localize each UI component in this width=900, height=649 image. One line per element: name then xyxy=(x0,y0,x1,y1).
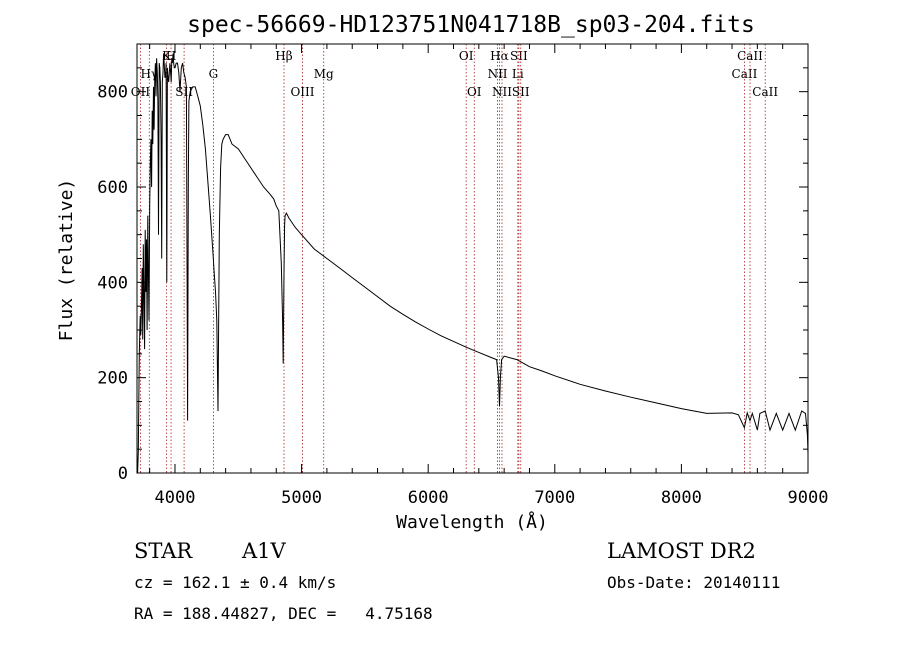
line-marker-label: NII xyxy=(492,85,512,99)
line-marker-label: SII xyxy=(512,85,530,99)
survey-name: LAMOST DR2 xyxy=(607,539,756,563)
y-tick-label: 800 xyxy=(97,83,128,103)
line-marker-label: Hγ xyxy=(140,67,158,81)
x-axis-label: Wavelength (Å) xyxy=(396,511,548,533)
object-subclass: A1V xyxy=(241,539,287,563)
chart-title: spec-56669-HD123751N041718B_sp03-204.fit… xyxy=(187,12,755,38)
x-tick-label: 8000 xyxy=(661,488,702,508)
y-tick-label: 0 xyxy=(118,464,128,484)
y-axis: 0 200 400 600 800 xyxy=(97,67,808,484)
line-marker-label: Hβ xyxy=(275,49,292,63)
line-marker-label: CaII xyxy=(737,49,763,63)
line-marker-label: K xyxy=(162,49,172,63)
line-marker-label: OI xyxy=(467,85,482,99)
line-marker-label: SII xyxy=(510,49,528,63)
obs-date: Obs-Date: 20140111 xyxy=(607,573,780,592)
line-marker-label: Hα xyxy=(490,49,509,63)
line-marker-label: H xyxy=(166,49,176,63)
redshift-cz: cz = 162.1 ± 0.4 km/s xyxy=(134,573,336,592)
line-marker-label: Li xyxy=(512,67,524,81)
y-axis-label: Flux (relative) xyxy=(56,179,77,342)
y-tick-label: 400 xyxy=(97,273,128,293)
line-marker-label: OI xyxy=(459,49,474,63)
x-tick-label: 9000 xyxy=(788,488,829,508)
line-marker-label: Mg xyxy=(314,67,334,81)
spectrum-series-line xyxy=(137,53,809,474)
y-tick-label: 600 xyxy=(97,178,128,198)
plot-frame xyxy=(136,43,809,474)
object-class: STAR xyxy=(134,539,193,563)
line-marker-label: CaII xyxy=(732,67,758,81)
x-tick-label: 4000 xyxy=(155,488,196,508)
line-marker-label: NII xyxy=(488,67,508,81)
x-tick-label: 5000 xyxy=(281,488,322,508)
line-marker-label: OIII xyxy=(290,85,314,99)
x-tick-label: 6000 xyxy=(408,488,449,508)
line-marker-label: G xyxy=(209,67,219,81)
coordinates: RA = 188.44827, DEC = 4.75168 xyxy=(134,604,433,623)
line-marker-label: CaII xyxy=(752,85,778,99)
x-tick-label: 7000 xyxy=(534,488,575,508)
x-axis: 4000 5000 6000 7000 8000 9000 xyxy=(149,44,829,508)
y-tick-label: 200 xyxy=(97,369,128,389)
